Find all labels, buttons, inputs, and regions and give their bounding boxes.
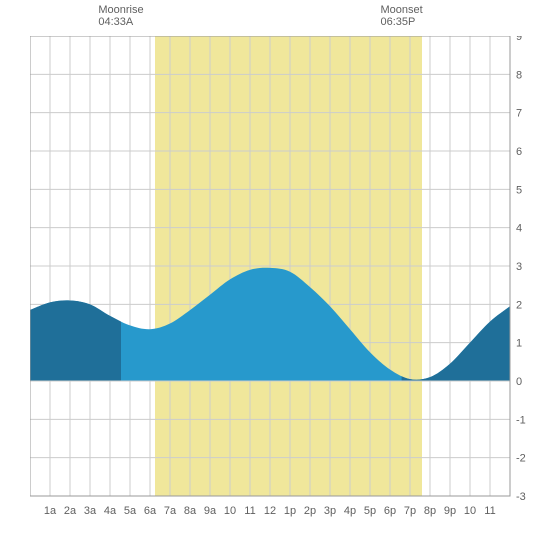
svg-text:9a: 9a [204,505,217,517]
chart-svg: 1a2a3a4a5a6a7a8a9a1011121p2p3p4p5p6p7p8p… [30,36,530,526]
svg-text:4p: 4p [344,505,356,517]
moonrise-annotation: Moonrise 04:33A [98,4,143,28]
svg-text:6: 6 [516,146,522,158]
svg-text:4: 4 [516,223,522,235]
svg-text:6p: 6p [384,505,396,517]
svg-text:7a: 7a [164,505,177,517]
svg-text:11: 11 [484,505,495,517]
svg-text:9: 9 [516,36,522,43]
svg-text:10: 10 [464,505,476,517]
svg-text:1p: 1p [284,505,296,517]
moonrise-time: 04:33A [98,16,143,28]
svg-text:3: 3 [516,261,522,273]
svg-text:8: 8 [516,69,522,81]
svg-text:11: 11 [244,505,255,517]
svg-text:3a: 3a [84,505,97,517]
svg-text:8p: 8p [424,505,436,517]
svg-text:5a: 5a [124,505,137,517]
moonset-time: 06:35P [380,16,422,28]
svg-text:-1: -1 [516,414,526,426]
moonrise-label: Moonrise [98,4,143,16]
moonset-annotation: Moonset 06:35P [380,4,422,28]
svg-text:7: 7 [516,108,522,120]
svg-text:4a: 4a [104,505,117,517]
svg-text:2a: 2a [64,505,77,517]
svg-text:8a: 8a [184,505,197,517]
tide-chart: Moonrise 04:33A Moonset 06:35P 1a 2a 3a 4a 5… [0,0,550,550]
svg-text:2: 2 [516,299,522,311]
svg-text:-2: -2 [516,453,526,465]
moonset-label: Moonset [380,4,422,16]
svg-text:9p: 9p [444,505,456,517]
svg-text:1: 1 [516,338,522,350]
svg-text:1a: 1a [44,505,57,517]
svg-text:-3: -3 [516,491,526,503]
svg-text:7p: 7p [404,505,416,517]
svg-text:5p: 5p [364,505,376,517]
svg-text:12: 12 [264,505,276,517]
svg-text:2p: 2p [304,505,316,517]
svg-text:0: 0 [516,376,522,388]
svg-text:10: 10 [224,505,236,517]
svg-text:5: 5 [516,184,522,196]
svg-text:6a: 6a [144,505,157,517]
svg-text:3p: 3p [324,505,336,517]
